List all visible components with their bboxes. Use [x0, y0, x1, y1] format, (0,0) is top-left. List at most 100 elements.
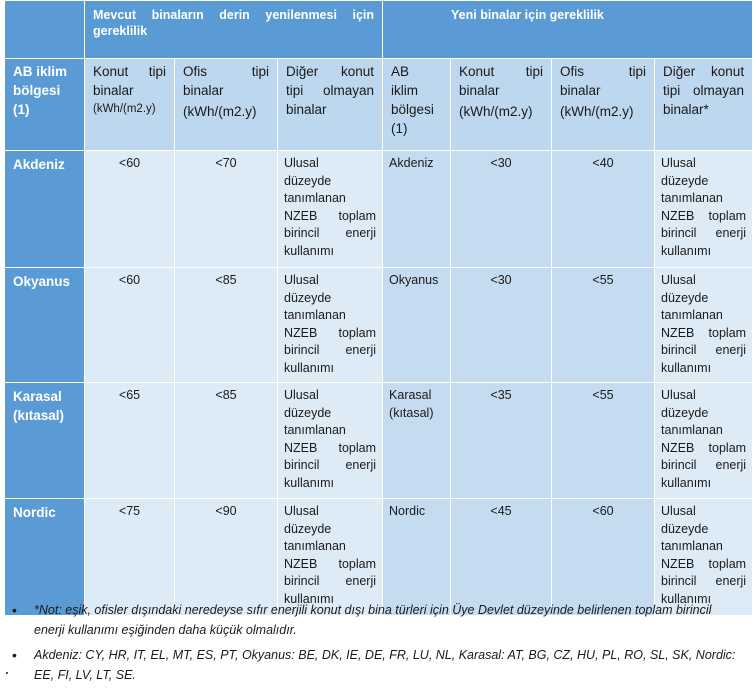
subheader-unit: (kWh/(m2.y): [183, 104, 257, 119]
requirements-table: Mevcut binaların derin yenilenmesi için …: [4, 0, 754, 616]
cell-value: <40: [592, 156, 614, 170]
cell-other-new: Ulusal düzeyde tanımlanan NZEB toplam birinc…: [654, 150, 754, 268]
cell-value: <65: [118, 388, 141, 402]
cell-residential-new: <35: [450, 382, 553, 499]
cell-line: tanımlanan: [284, 308, 346, 322]
cell-office-new: <55: [551, 267, 656, 383]
row-zone: Nordic: [4, 498, 85, 616]
bullet-icon: •: [12, 647, 17, 663]
cell-line: NZEB toplam: [284, 556, 377, 571]
cell-line: birincil enerji: [661, 226, 747, 240]
subheader-line: binalar: [459, 83, 500, 98]
cell-residential: <60: [84, 267, 175, 383]
cell-line: Nordic: [13, 505, 56, 520]
cell-line: tanımlanan: [284, 539, 346, 553]
cell-line: Nordic: [389, 504, 426, 518]
cell-line: Okyanus: [13, 274, 71, 289]
cell-line: (kıtasal): [13, 408, 65, 423]
cell-line: kullanımı: [661, 243, 712, 258]
subheader-line: binalar: [183, 83, 224, 98]
cell-line: kullanımı: [284, 591, 335, 606]
bullet-icon: •: [12, 602, 17, 618]
cell-value: <75: [118, 504, 141, 518]
cell-line: kullanımı: [284, 243, 335, 258]
cell-residential: <60: [84, 150, 175, 268]
cell-line: Karasal: [389, 388, 432, 402]
cell-line: Ulusal: [661, 156, 696, 170]
cell-line: Okyanus: [389, 273, 439, 287]
cell-residential-new: <45: [450, 498, 553, 616]
cell-line: Ulusal: [284, 504, 319, 518]
cell-other: Ulusal düzeyde tanımlanan NZEB toplam birinc…: [276, 382, 384, 499]
cell-line: Akdeniz: [389, 156, 434, 170]
subheader-zone-new: AB iklim bölgesi (1): [382, 58, 452, 151]
cell-line: NZEB toplam: [284, 440, 377, 455]
cell-line: tanımlanan: [661, 308, 723, 322]
cell-value: <85: [215, 388, 237, 402]
cell-residential: <65: [84, 382, 175, 499]
footnote-item: • *Not: eşik, ofisler dışındaki neredeyse…: [12, 600, 736, 640]
footnote-text: Akdeniz: CY, HR, IT, EL, MT, ES, PT, Oky…: [34, 648, 736, 682]
cell-value: <70: [215, 156, 237, 170]
cell-residential-new: <30: [450, 267, 553, 383]
cell-line: düzeyde: [661, 290, 709, 305]
cell-residential: <75: [84, 498, 175, 616]
cell-line: düzeyde: [284, 173, 332, 188]
subheader-unit: (kWh/(m2.y): [560, 104, 634, 119]
subheader-line: bölgesi: [391, 102, 434, 117]
cell-line: NZEB toplam: [661, 440, 747, 455]
cell-line: Ulusal: [661, 504, 696, 518]
subheader-line: iklim: [391, 83, 419, 98]
cell-line: tanımlanan: [661, 423, 723, 437]
cell-line: Karasal: [13, 389, 62, 404]
cell-line: kullanımı: [284, 475, 335, 490]
cell-office: <70: [174, 150, 278, 268]
cell-line: tanımlanan: [661, 539, 723, 553]
cell-value: <85: [215, 273, 237, 287]
cell-line: (kıtasal): [389, 405, 434, 420]
subheader-line: Konut tipi: [459, 64, 544, 79]
subheader-zone: AB iklim bölgesi (1): [4, 58, 85, 151]
cell-line: düzeyde: [661, 521, 709, 536]
subheader-line: (1): [391, 121, 408, 136]
cell-line: Ulusal: [661, 388, 696, 402]
cell-line: düzeyde: [284, 290, 332, 305]
subheader-line: Ofis tipi: [183, 64, 269, 79]
subheader-line: Ofis tipi: [560, 64, 647, 79]
subheader-line: AB: [391, 64, 410, 79]
cell-other-new: Ulusal düzeyde tanımlanan NZEB toplam birinc…: [654, 267, 754, 383]
subheader-zone-line: bölgesi: [13, 83, 61, 98]
table-row: Karasal (kıtasal) <65 <85 Ulusal düzeyde tanım…: [4, 382, 754, 499]
cell-line: birincil enerji: [284, 226, 377, 240]
header-new-buildings: Yeni binalar için gereklilik: [382, 0, 754, 59]
cell-office-new: <60: [551, 498, 656, 616]
cell-line: tanımlanan: [661, 191, 723, 205]
cell-line: Ulusal: [661, 273, 696, 287]
cell-value: <55: [592, 273, 614, 287]
cell-office: <85: [174, 382, 278, 499]
cell-line: NZEB toplam: [284, 208, 377, 223]
subheader-line: binalar*: [663, 102, 709, 117]
cell-other-new: Ulusal düzeyde tanımlanan NZEB toplam birinc…: [654, 498, 754, 616]
cell-value: <35: [490, 388, 512, 402]
subheader-other: Diğer konut tipi olmayan binalar: [276, 58, 384, 151]
row-zone: Karasal (kıtasal): [4, 382, 85, 499]
footnote-text: *Not: eşik, ofisler dışındaki neredeyse …: [34, 603, 712, 637]
subheader-line: Diğer konut: [663, 64, 745, 79]
subheader-residential: Konut tipi binalar (kWh/(m2.y): [84, 58, 175, 151]
table-row: Akdeniz <60 <70 Ulusal düzeyde tanımlanan NZEB…: [4, 150, 754, 268]
subheader-line: tipi olmayan: [663, 83, 745, 98]
subheader-line: Konut tipi: [93, 64, 166, 79]
cell-line: düzeyde: [284, 521, 332, 536]
cell-line: birincil enerji: [284, 343, 377, 357]
cell-line: NZEB toplam: [661, 556, 747, 571]
subheader-unit: (kWh/(m2.y): [93, 103, 156, 115]
cell-value: <90: [215, 504, 237, 518]
cell-line: NZEB toplam: [284, 325, 377, 340]
cell-value: <60: [592, 504, 614, 518]
subheader-line: tipi olmayan: [286, 83, 375, 98]
cell-zone-new: Okyanus: [382, 267, 452, 383]
cell-line: kullanımı: [661, 591, 712, 606]
subheader-other-new: Diğer konut tipi olmayan binalar*: [654, 58, 754, 151]
subheader-unit: (kWh/(m2.y): [459, 104, 533, 119]
